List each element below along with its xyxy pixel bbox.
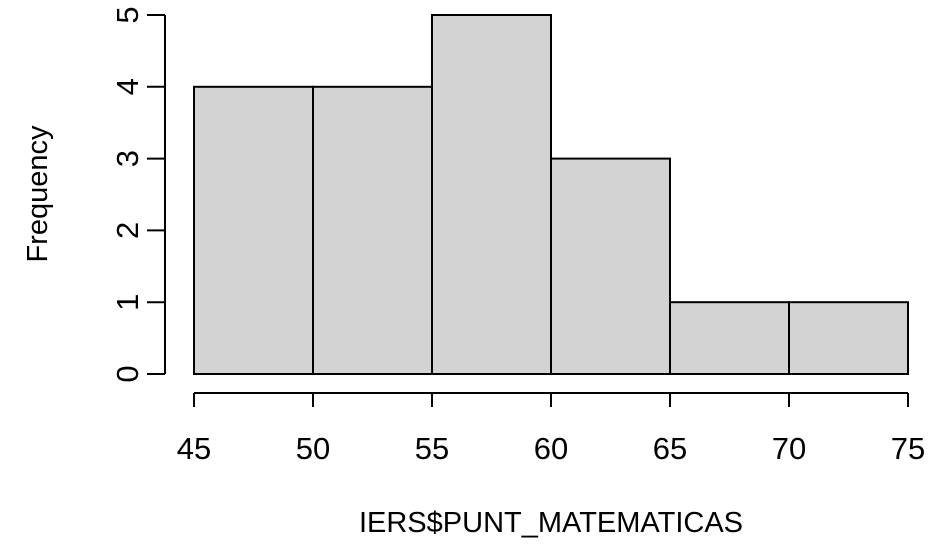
- x-tick-label-55: 55: [415, 431, 449, 466]
- y-axis: 0 1 2 3 4 5: [110, 6, 166, 383]
- x-tick-label-60: 60: [534, 431, 568, 466]
- y-tick-label-5: 5: [110, 6, 145, 23]
- x-tick-label-65: 65: [653, 431, 687, 466]
- histogram-bar-65-70: [669, 301, 790, 376]
- x-tick-label-75: 75: [891, 431, 925, 466]
- histogram-bar-45-50: [193, 85, 314, 376]
- histogram-bar-70-75: [788, 301, 909, 376]
- x-tick-label-70: 70: [772, 431, 806, 466]
- y-tick-label-1: 1: [110, 294, 145, 311]
- histogram-bar-50-55: [312, 85, 433, 376]
- histogram-bars: [193, 14, 909, 376]
- x-tick-label-50: 50: [296, 431, 330, 466]
- x-axis: 45 50 55 60 65 70 75: [177, 392, 925, 466]
- x-axis-title: IERS$PUNT_MATEMATICAS: [359, 507, 743, 539]
- x-tick-label-45: 45: [177, 431, 211, 466]
- y-tick-label-2: 2: [110, 222, 145, 239]
- y-tick-label-4: 4: [110, 78, 145, 95]
- histogram-bar-60-65: [550, 157, 671, 375]
- y-tick-label-3: 3: [110, 150, 145, 167]
- y-axis-title: Frequency: [22, 125, 54, 263]
- histogram-bar-55-60: [431, 14, 552, 375]
- y-tick-label-0: 0: [110, 365, 145, 382]
